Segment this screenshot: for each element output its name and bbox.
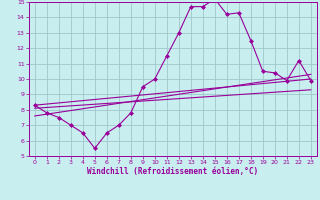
- X-axis label: Windchill (Refroidissement éolien,°C): Windchill (Refroidissement éolien,°C): [87, 167, 258, 176]
